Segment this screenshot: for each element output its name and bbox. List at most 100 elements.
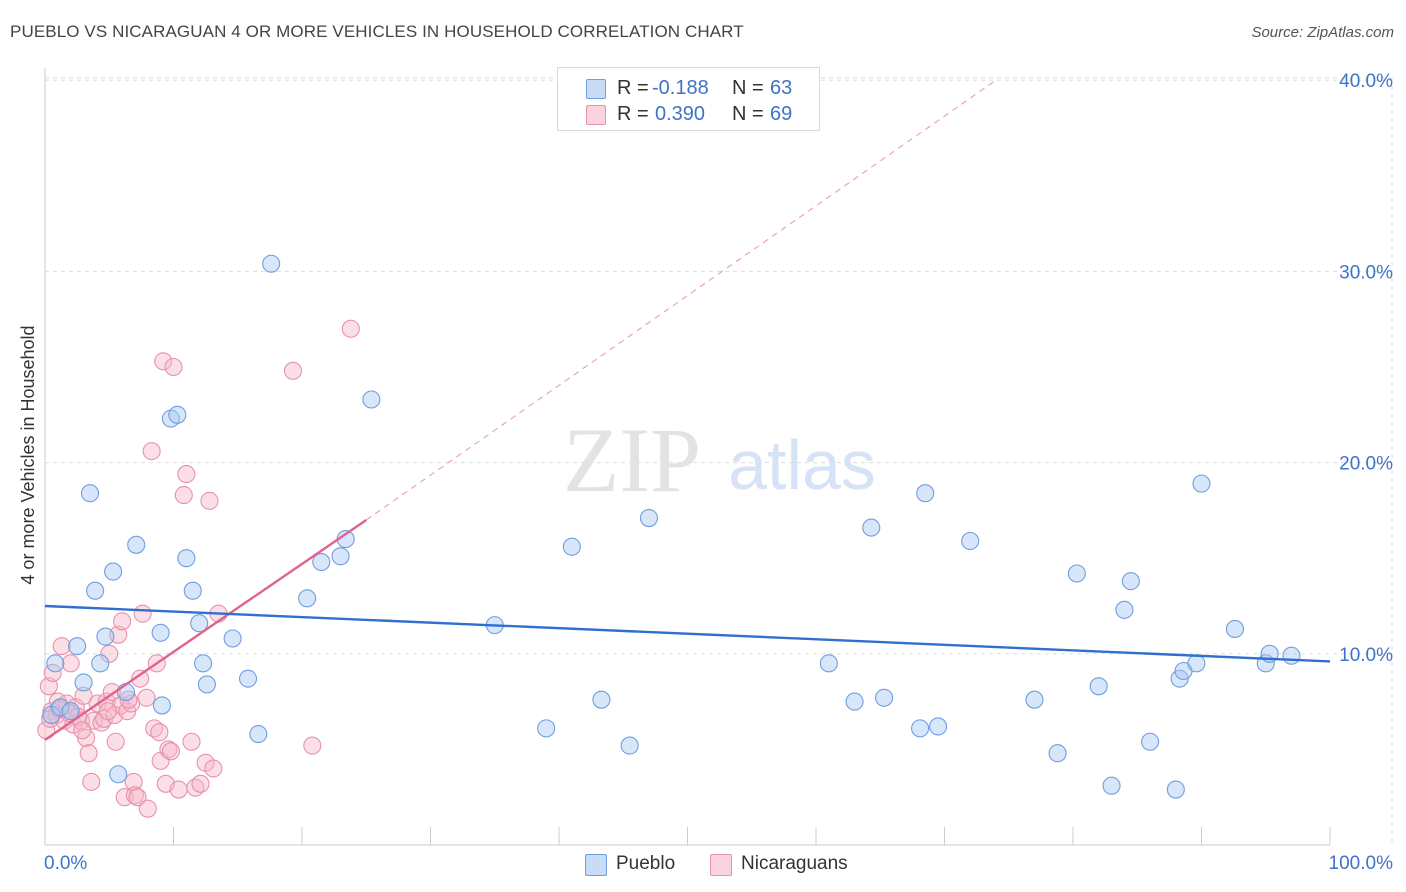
nicaraguans-point [98, 702, 118, 721]
nicaraguans-point [138, 799, 157, 818]
pueblo-point [537, 719, 556, 738]
pueblo-point [1187, 654, 1206, 673]
y-tick-label: 10.0% [1339, 645, 1393, 666]
pueblo-point [86, 581, 105, 600]
y-tick-label: 20.0% [1339, 454, 1393, 475]
nicaraguans-point [154, 352, 173, 371]
pueblo-point [1192, 474, 1211, 493]
nicaraguans-point [161, 742, 180, 761]
pueblo-point [96, 627, 115, 646]
pueblo-point [104, 562, 123, 581]
legend-r-label: R = [617, 103, 649, 125]
nicaraguans-point [142, 442, 161, 461]
pueblo-point [1141, 732, 1160, 751]
bottom-legend-swatch-nicaraguans [710, 854, 732, 876]
nicaraguans-point [39, 677, 58, 696]
nicaraguans-point [128, 788, 147, 807]
pueblo-point [1121, 572, 1140, 591]
axes [44, 68, 1331, 846]
pueblo-point [862, 518, 881, 537]
nicaraguans-point [79, 744, 98, 763]
bottom-legend-label-pueblo: Pueblo [616, 853, 676, 874]
pueblo-trend-line [44, 604, 1331, 663]
nicaraguans-point [174, 486, 193, 505]
pueblo-point [46, 654, 65, 673]
nicaraguans-point [137, 688, 156, 707]
pueblo-point [109, 765, 128, 784]
nicaraguans-point [74, 686, 93, 705]
nicaraguans-point [82, 772, 101, 791]
nicaraguans-point [106, 732, 125, 751]
nicaraguans-trend-line [44, 518, 367, 741]
legend-n-label: N = [732, 77, 764, 99]
nicaraguans-point [125, 786, 144, 805]
pueblo-point [177, 549, 196, 568]
pueblo-point [1282, 646, 1301, 665]
pueblo-point [190, 614, 209, 633]
nicaraguans-point [133, 604, 152, 623]
nicaraguans-point [159, 740, 178, 759]
pueblo-point [68, 637, 87, 656]
pueblo-point [152, 696, 171, 715]
pueblo-point [298, 589, 317, 608]
nicaraguans-point [169, 780, 188, 799]
pueblo-point [875, 688, 894, 707]
pueblo-point [1025, 690, 1044, 709]
watermark-atlas: atlas [728, 426, 876, 504]
pueblo-point [592, 690, 611, 709]
source-credit: Source: ZipAtlas.com [1251, 24, 1394, 41]
pueblo-point [74, 673, 93, 692]
nicaraguans-point [182, 732, 201, 751]
nicaraguans-point [97, 692, 116, 711]
pueblo-point [620, 736, 639, 755]
nicaraguans-point [113, 612, 132, 631]
pueblo-point [151, 623, 170, 642]
pueblo-point [916, 484, 935, 503]
legend-r-value: 0.390 [655, 103, 706, 125]
legend-n-value: 69 [770, 103, 793, 125]
nicaraguans-point [283, 361, 303, 380]
tick-labels: 10.0% 20.0% 30.0% 40.0% 0.0% 100.0% [44, 71, 1393, 874]
nicaraguans-point [131, 669, 150, 688]
pueblo-point [845, 692, 864, 711]
pueblo-point [961, 531, 980, 551]
pueblo-point [80, 484, 100, 503]
nicaraguans-point [177, 465, 196, 484]
x-tick-label: 0.0% [44, 853, 87, 874]
pueblo-point [819, 654, 838, 673]
nicaraguans-point [204, 759, 223, 778]
legend-r-value: -0.188 [652, 77, 709, 99]
pueblo-point [1166, 780, 1185, 799]
pueblo-point [331, 547, 350, 566]
pueblo-point [929, 717, 948, 736]
nicaraguans-point [52, 637, 71, 656]
y-axis-title: 4 or more Vehicles in Household [18, 325, 38, 584]
pueblo-point [1102, 776, 1121, 795]
legend-r-label: R = [617, 77, 649, 99]
gridlines [45, 77, 1393, 845]
nicaraguans-point [303, 736, 322, 755]
pueblo-point [223, 629, 242, 648]
pueblo-point [911, 719, 930, 738]
pueblo-point [562, 537, 581, 556]
pueblo-point [249, 725, 268, 744]
bottom-legend-swatch-pueblo [585, 854, 607, 876]
x-tick-label: 100.0% [1329, 853, 1394, 874]
y-tick-label: 40.0% [1339, 71, 1393, 92]
pueblo-point [1048, 744, 1067, 763]
pueblo-point [1089, 677, 1108, 696]
pueblo-point [51, 698, 70, 717]
chart-title: PUEBLO VS NICARAGUAN 4 OR MORE VEHICLES … [10, 22, 744, 41]
nicaraguans-point [191, 774, 210, 793]
pueblo-point [61, 702, 80, 721]
trend-lines [44, 79, 1331, 741]
stats-legend: R = -0.188 N = 63 R = 0.390 N = 69 [557, 67, 820, 131]
pueblo-point [91, 654, 110, 673]
nicaraguans-point [61, 654, 80, 673]
legend-n-value: 63 [770, 77, 793, 99]
bottom-legend-label-nicaraguans: Nicaraguans [741, 853, 848, 874]
nicaraguans-point [124, 772, 143, 791]
y-tick-label: 30.0% [1339, 262, 1393, 283]
nicaraguans-point [100, 644, 119, 663]
